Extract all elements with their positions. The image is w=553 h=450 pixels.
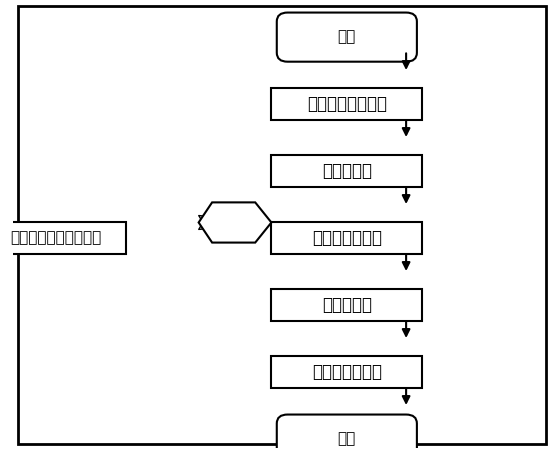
Text: 抓拍被测人员图像: 抓拍被测人员图像 [307,95,387,113]
Text: 人体外接框检测: 人体外接框检测 [312,229,382,247]
Text: 图像预处理: 图像预处理 [322,162,372,180]
FancyBboxPatch shape [277,13,417,62]
Text: 结束: 结束 [338,432,356,446]
FancyBboxPatch shape [272,289,422,321]
FancyBboxPatch shape [272,89,422,120]
Text: 身高计算及输出: 身高计算及输出 [312,363,382,381]
Polygon shape [199,202,272,243]
FancyBboxPatch shape [277,414,417,450]
FancyBboxPatch shape [272,222,422,254]
FancyBboxPatch shape [0,222,126,254]
Text: 相机架设及内外参标定: 相机架设及内外参标定 [10,230,101,246]
Text: 结果后处理: 结果后处理 [322,296,372,314]
FancyBboxPatch shape [272,356,422,388]
Text: 开始: 开始 [338,30,356,45]
FancyBboxPatch shape [272,156,422,187]
